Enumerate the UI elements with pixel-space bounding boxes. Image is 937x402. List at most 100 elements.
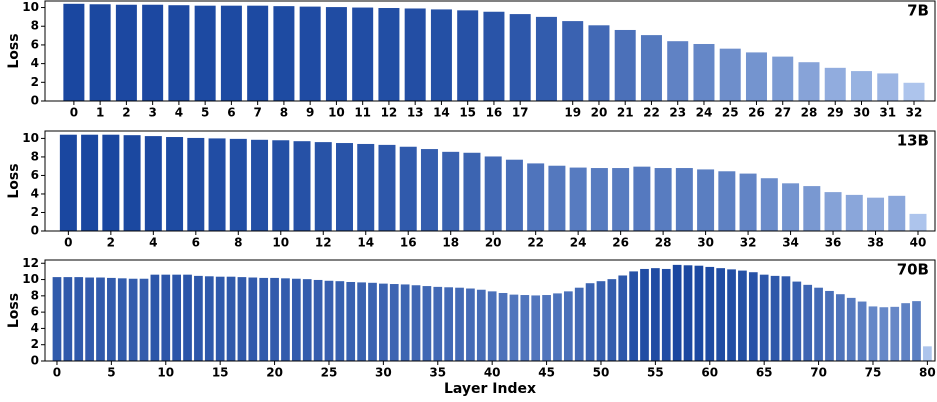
bar — [161, 274, 171, 361]
y-tick-label: 6 — [31, 305, 39, 319]
bar — [607, 279, 617, 361]
bar — [273, 6, 295, 101]
x-tick-label: 50 — [593, 366, 610, 380]
x-tick-label: 11 — [354, 106, 371, 120]
bar — [879, 307, 889, 361]
bar — [457, 10, 479, 101]
x-axis-label: Layer Index — [444, 381, 536, 397]
bar — [651, 268, 660, 361]
bar — [553, 293, 562, 361]
bar — [291, 278, 301, 361]
bar — [654, 168, 672, 231]
bar — [888, 195, 906, 231]
x-tick-label: 21 — [617, 106, 634, 120]
y-tick-label: 2 — [31, 75, 39, 89]
x-tick-label: 12 — [315, 236, 332, 250]
x-tick-label: 8 — [280, 106, 288, 120]
bar — [868, 306, 878, 361]
bar — [483, 11, 505, 101]
bar — [247, 5, 269, 101]
x-tick-label: 7 — [253, 106, 261, 120]
bar — [194, 275, 203, 361]
bar — [542, 295, 551, 361]
bar — [324, 280, 334, 361]
bar — [123, 135, 141, 231]
bar — [661, 268, 671, 361]
bar — [293, 141, 311, 231]
bar — [738, 270, 747, 361]
x-tick-label: 28 — [655, 236, 672, 250]
bar — [901, 303, 910, 361]
bar — [697, 169, 715, 231]
x-tick-label: 20 — [485, 236, 502, 250]
bar — [399, 146, 417, 231]
bar — [420, 149, 438, 231]
x-tick-label: 2 — [122, 106, 130, 120]
bar — [846, 297, 856, 361]
bar — [346, 281, 356, 361]
bar — [923, 346, 932, 361]
bar — [825, 290, 834, 361]
bar — [299, 6, 321, 102]
bar — [208, 138, 226, 231]
bar — [759, 274, 769, 361]
bar — [128, 278, 138, 361]
x-tick-label: 6 — [192, 236, 200, 250]
bar — [166, 137, 184, 231]
x-tick-label: 0 — [53, 366, 61, 380]
bar — [357, 282, 366, 361]
y-tick-label: 0 — [31, 354, 39, 368]
bar — [168, 5, 190, 102]
y-axis-label: Loss — [6, 293, 22, 328]
bar — [845, 194, 863, 231]
axes-frame — [44, 0, 936, 102]
bar — [824, 67, 846, 101]
bar — [368, 282, 377, 361]
bar — [596, 281, 606, 361]
bar — [259, 277, 269, 361]
bar — [716, 268, 726, 361]
bar — [400, 284, 410, 361]
x-tick-label: 55 — [647, 366, 664, 380]
bar — [484, 156, 502, 231]
bar — [509, 294, 519, 361]
y-axis-label: Loss — [6, 33, 22, 68]
y-axis-label: Loss — [6, 163, 22, 198]
y-tick-label: 10 — [22, 131, 39, 145]
bar — [226, 276, 236, 361]
bar — [814, 287, 823, 361]
bar — [325, 7, 347, 101]
x-tick-label: 4 — [149, 236, 157, 250]
bar — [270, 277, 279, 361]
x-tick-label: 32 — [740, 236, 757, 250]
x-tick-label: 5 — [107, 366, 115, 380]
x-tick-label: 8 — [234, 236, 242, 250]
bar — [248, 277, 258, 361]
x-tick-label: 70 — [810, 366, 827, 380]
bar — [204, 276, 214, 361]
bar — [150, 274, 160, 361]
annotation: 13B — [897, 132, 929, 150]
x-tick-label: 16 — [486, 106, 503, 120]
bar — [487, 291, 497, 361]
bar — [640, 35, 662, 101]
x-tick-label: 40 — [910, 236, 927, 250]
x-tick-label: 80 — [919, 366, 936, 380]
x-tick-label: 6 — [227, 106, 235, 120]
bar — [727, 269, 736, 361]
bar — [85, 277, 94, 361]
x-tick-label: 36 — [825, 236, 842, 250]
x-tick-label: 1 — [96, 106, 104, 120]
bar — [352, 7, 374, 102]
x-tick-label: 14 — [433, 106, 450, 120]
bar — [115, 4, 137, 101]
bar — [683, 265, 693, 361]
bar — [588, 25, 610, 101]
bar — [102, 134, 120, 231]
y-tick-label: 8 — [31, 288, 39, 302]
x-tick-label: 30 — [375, 366, 392, 380]
bar — [142, 4, 164, 101]
bar — [455, 287, 464, 361]
bar — [718, 171, 736, 231]
x-tick-label: 19 — [564, 106, 581, 120]
